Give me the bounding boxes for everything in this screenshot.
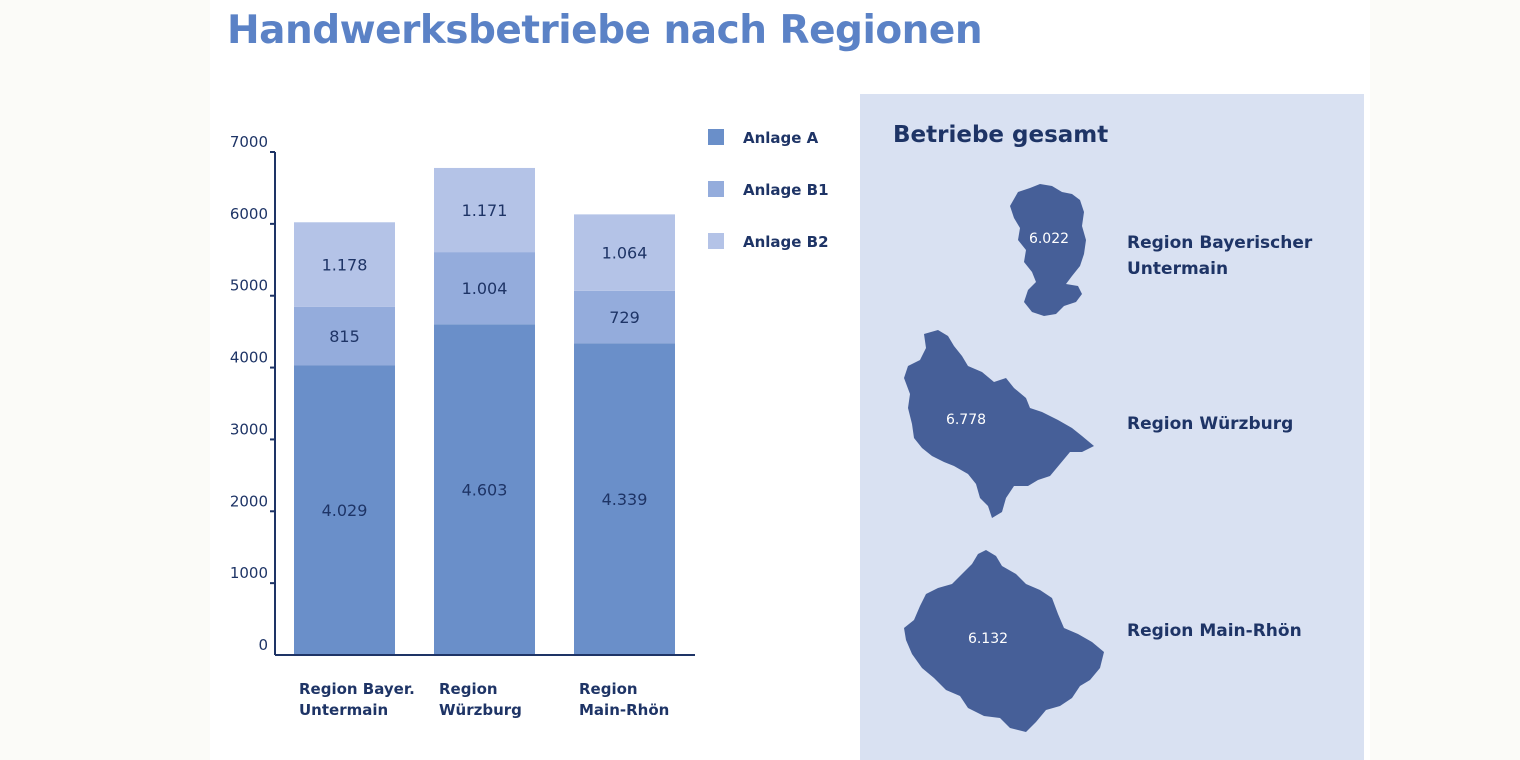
x-category-label: Region Würzburg bbox=[439, 680, 522, 719]
bar-value-label: 4.603 bbox=[462, 481, 508, 500]
page-title: Handwerksbetriebe nach Regionen bbox=[227, 8, 983, 53]
region-total-label: 6.132 bbox=[968, 631, 1008, 647]
y-tick-label: 5000 bbox=[230, 277, 268, 295]
legend-swatch bbox=[708, 129, 724, 145]
bar-segment-anlage-a bbox=[434, 324, 535, 655]
legend-label: Anlage B1 bbox=[743, 181, 829, 199]
bar-segment-anlage-a bbox=[574, 343, 675, 655]
region-total-label: 6.778 bbox=[946, 412, 986, 428]
region-bayerischer-untermain-map: 6.022 bbox=[1010, 184, 1086, 316]
region-label-main-rhoen: Region Main-Rhön bbox=[1127, 621, 1302, 641]
bar-value-label: 729 bbox=[609, 308, 640, 327]
x-category-label: Region Bayer. Untermain bbox=[299, 680, 415, 719]
region-wuerzburg-map: 6.778 bbox=[904, 330, 1094, 518]
bar-segment-anlage-a bbox=[294, 365, 395, 655]
y-tick-label: 2000 bbox=[230, 492, 268, 510]
totals-panel-title: Betriebe gesamt bbox=[893, 122, 1109, 148]
bar-value-label: 1.064 bbox=[602, 244, 648, 263]
legend-swatch bbox=[708, 181, 724, 197]
bar-value-label: 4.339 bbox=[602, 490, 648, 509]
bar-segment-anlage-b1 bbox=[294, 306, 395, 366]
region-label-wuerzburg: Region Würzburg bbox=[1127, 414, 1294, 434]
y-tick-label: 0 bbox=[258, 636, 268, 654]
x-category-label: Region Main-Rhön bbox=[579, 680, 669, 719]
bar-value-label: 1.178 bbox=[322, 256, 368, 275]
y-tick-label: 7000 bbox=[230, 133, 268, 151]
stacked-bar-chart: 4.029 815 1.178 4.603 1.004 1.171 4.339 729 1.06… bbox=[230, 129, 829, 719]
region-total-label: 6.022 bbox=[1029, 231, 1069, 247]
legend-label: Anlage B2 bbox=[743, 233, 829, 251]
bar-segment-anlage-b2 bbox=[294, 222, 395, 307]
bar-segment-anlage-b1 bbox=[434, 252, 535, 325]
bar-value-label: 815 bbox=[329, 327, 360, 346]
bar-segment-anlage-b1 bbox=[574, 290, 675, 344]
bar-value-label: 1.004 bbox=[462, 279, 508, 298]
region-main-rhoen-map: 6.132 bbox=[904, 550, 1104, 732]
region-label-bayerischer-untermain: Region Bayerischer Untermain bbox=[1127, 233, 1313, 279]
legend-swatch bbox=[708, 233, 724, 249]
y-tick-label: 4000 bbox=[230, 349, 268, 367]
legend-label: Anlage A bbox=[743, 129, 819, 147]
bar-segment-anlage-b2 bbox=[574, 214, 675, 291]
bar-segment-anlage-b2 bbox=[434, 167, 535, 253]
y-tick-label: 3000 bbox=[230, 420, 268, 438]
bar-value-label: 1.171 bbox=[462, 201, 508, 220]
bar-value-label: 4.029 bbox=[322, 501, 368, 520]
y-tick-label: 6000 bbox=[230, 205, 268, 223]
y-tick-label: 1000 bbox=[230, 564, 268, 582]
